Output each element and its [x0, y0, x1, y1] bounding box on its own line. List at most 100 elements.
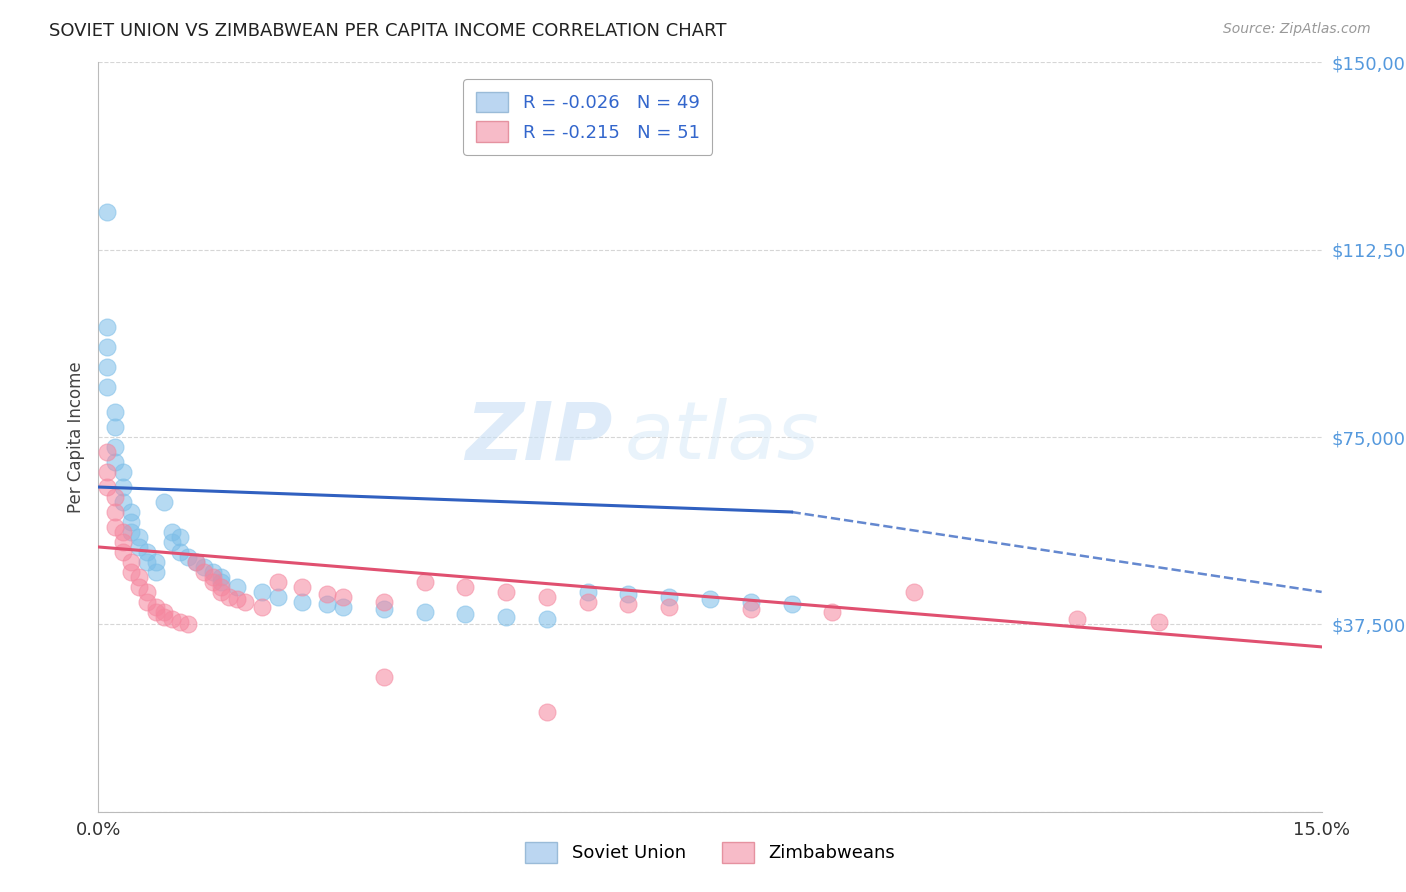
Point [111, 465, 134, 479]
Point [1066, 612, 1088, 626]
Point [96, 380, 118, 394]
Point [226, 580, 249, 594]
Point [576, 585, 599, 599]
Text: SOVIET UNION VS ZIMBABWEAN PER CAPITA INCOME CORRELATION CHART: SOVIET UNION VS ZIMBABWEAN PER CAPITA IN… [49, 22, 727, 40]
Point [145, 599, 167, 614]
Point [96, 465, 118, 479]
Point [413, 605, 436, 619]
Point [104, 455, 127, 469]
Point [495, 585, 517, 599]
Point [536, 612, 558, 626]
Point [96, 445, 118, 459]
Point [209, 580, 232, 594]
Point [128, 540, 150, 554]
Point [201, 570, 224, 584]
Point [454, 607, 477, 622]
Point [267, 574, 290, 589]
Point [177, 617, 200, 632]
Point [160, 535, 183, 549]
Point [96, 205, 118, 219]
Point [1147, 615, 1170, 629]
Point [373, 602, 395, 616]
Point [209, 570, 232, 584]
Point [201, 565, 224, 579]
Point [120, 565, 142, 579]
Point [128, 570, 150, 584]
Point [120, 505, 142, 519]
Point [699, 592, 721, 607]
Point [226, 592, 249, 607]
Text: ZIP: ZIP [465, 398, 612, 476]
Point [291, 595, 314, 609]
Point [136, 595, 159, 609]
Point [193, 565, 215, 579]
Point [96, 480, 118, 494]
Point [120, 515, 142, 529]
Point [536, 590, 558, 604]
Legend: Soviet Union, Zimbabweans: Soviet Union, Zimbabweans [517, 835, 903, 870]
Point [136, 545, 159, 559]
Point [250, 599, 273, 614]
Point [136, 585, 159, 599]
Point [152, 610, 174, 624]
Point [104, 405, 127, 419]
Point [96, 320, 118, 334]
Point [536, 705, 558, 719]
Point [104, 420, 127, 434]
Point [152, 605, 174, 619]
Point [111, 524, 134, 539]
Point [96, 360, 118, 375]
Point [120, 524, 142, 539]
Point [576, 595, 599, 609]
Point [145, 565, 167, 579]
Y-axis label: Per Capita Income: Per Capita Income [66, 361, 84, 513]
Point [658, 599, 681, 614]
Point [136, 555, 159, 569]
Point [186, 555, 208, 569]
Point [111, 545, 134, 559]
Point [315, 598, 337, 612]
Point [96, 340, 118, 354]
Point [903, 585, 925, 599]
Point [128, 580, 150, 594]
Point [740, 595, 762, 609]
Text: atlas: atlas [624, 398, 820, 476]
Point [104, 490, 127, 504]
Point [120, 555, 142, 569]
Point [780, 598, 803, 612]
Point [495, 610, 517, 624]
Point [152, 495, 174, 509]
Point [193, 560, 215, 574]
Point [250, 585, 273, 599]
Point [111, 480, 134, 494]
Point [209, 574, 232, 589]
Point [128, 530, 150, 544]
Point [332, 590, 354, 604]
Point [160, 524, 183, 539]
Point [373, 595, 395, 609]
Point [111, 495, 134, 509]
Point [454, 580, 477, 594]
Point [617, 598, 640, 612]
Point [291, 580, 314, 594]
Point [169, 545, 191, 559]
Point [104, 520, 127, 534]
Point [740, 602, 762, 616]
Point [177, 549, 200, 564]
Point [169, 530, 191, 544]
Point [373, 670, 395, 684]
Point [104, 505, 127, 519]
Point [160, 612, 183, 626]
Point [413, 574, 436, 589]
Point [111, 535, 134, 549]
Point [617, 587, 640, 601]
Point [209, 585, 232, 599]
Point [233, 595, 256, 609]
Text: Source: ZipAtlas.com: Source: ZipAtlas.com [1223, 22, 1371, 37]
Point [145, 555, 167, 569]
Point [658, 590, 681, 604]
Point [821, 605, 844, 619]
Point [332, 599, 354, 614]
Point [169, 615, 191, 629]
Point [145, 605, 167, 619]
